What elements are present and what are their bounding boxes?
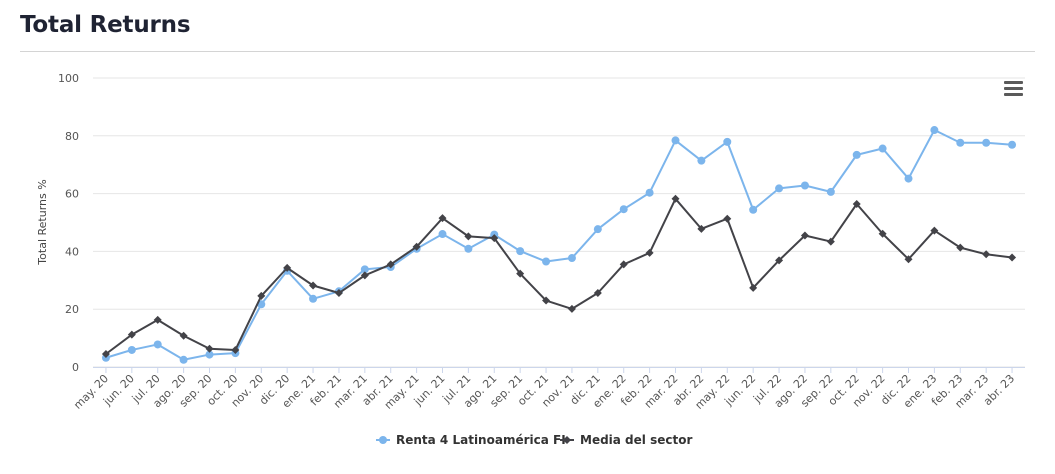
y-tick-label: 40 bbox=[65, 245, 79, 258]
data-point[interactable] bbox=[723, 137, 732, 146]
series-line[interactable] bbox=[105, 197, 1013, 355]
data-point[interactable] bbox=[930, 226, 939, 235]
y-tick-label: 60 bbox=[65, 188, 79, 201]
data-point[interactable] bbox=[205, 344, 214, 353]
data-point[interactable] bbox=[723, 214, 732, 223]
data-point[interactable] bbox=[153, 315, 162, 324]
data-point[interactable] bbox=[179, 331, 188, 340]
data-point[interactable] bbox=[386, 260, 395, 269]
data-point[interactable] bbox=[257, 291, 266, 300]
data-point[interactable] bbox=[593, 289, 602, 298]
data-point[interactable] bbox=[956, 243, 965, 252]
data-point[interactable] bbox=[127, 345, 136, 354]
data-point[interactable] bbox=[153, 340, 162, 349]
legend-label: Renta 4 Latinoamérica FI bbox=[396, 433, 566, 447]
data-point[interactable] bbox=[826, 187, 835, 196]
data-point[interactable] bbox=[542, 257, 551, 266]
legend-marker bbox=[379, 436, 387, 444]
data-point[interactable] bbox=[438, 230, 447, 239]
y-axis-ticks: 0 20 40 60 80 100 bbox=[58, 72, 79, 374]
data-point[interactable] bbox=[1008, 140, 1017, 149]
data-point[interactable] bbox=[645, 248, 654, 257]
data-point[interactable] bbox=[878, 144, 887, 153]
data-point[interactable] bbox=[878, 229, 887, 238]
data-point[interactable] bbox=[619, 260, 628, 269]
hamburger-menu-icon[interactable] bbox=[1004, 81, 1023, 97]
data-point[interactable] bbox=[464, 244, 473, 253]
data-point[interactable] bbox=[956, 138, 965, 147]
data-point[interactable] bbox=[826, 237, 835, 246]
legend-label: Media del sector bbox=[580, 433, 692, 447]
data-point[interactable] bbox=[904, 255, 913, 264]
data-point[interactable] bbox=[490, 234, 499, 243]
data-point[interactable] bbox=[1008, 253, 1017, 262]
page-title: Total Returns bbox=[20, 12, 191, 38]
data-point[interactable] bbox=[930, 126, 939, 135]
series-sector[interactable] bbox=[101, 194, 1017, 358]
data-point[interactable] bbox=[852, 200, 861, 209]
y-tick-label: 100 bbox=[58, 72, 79, 85]
data-point[interactable] bbox=[749, 205, 758, 214]
data-point[interactable] bbox=[516, 247, 525, 256]
series-fund[interactable] bbox=[101, 126, 1017, 364]
data-point[interactable] bbox=[697, 156, 706, 165]
y-tick-label: 80 bbox=[65, 130, 79, 143]
series-line[interactable] bbox=[105, 129, 1013, 361]
data-point[interactable] bbox=[982, 250, 991, 259]
data-point[interactable] bbox=[231, 345, 240, 354]
data-point[interactable] bbox=[360, 265, 369, 274]
data-point[interactable] bbox=[334, 289, 343, 298]
data-point[interactable] bbox=[283, 263, 292, 272]
data-point[interactable] bbox=[464, 232, 473, 241]
data-point[interactable] bbox=[619, 205, 628, 214]
data-point[interactable] bbox=[749, 283, 758, 292]
data-point[interactable] bbox=[775, 256, 784, 265]
data-point[interactable] bbox=[516, 269, 525, 278]
data-point[interactable] bbox=[671, 194, 680, 203]
data-point[interactable] bbox=[593, 225, 602, 234]
data-point[interactable] bbox=[101, 349, 110, 358]
legend: Renta 4 Latinoamérica FI Media del sector bbox=[376, 433, 692, 447]
data-point[interactable] bbox=[800, 231, 809, 240]
gridlines bbox=[93, 77, 1025, 368]
data-point[interactable] bbox=[360, 271, 369, 280]
data-point[interactable] bbox=[438, 214, 447, 223]
data-point[interactable] bbox=[567, 304, 576, 313]
data-point[interactable] bbox=[904, 174, 913, 183]
data-point[interactable] bbox=[800, 181, 809, 190]
data-point[interactable] bbox=[775, 184, 784, 193]
data-point[interactable] bbox=[205, 350, 214, 359]
data-point[interactable] bbox=[179, 355, 188, 364]
data-point[interactable] bbox=[671, 136, 680, 145]
data-point[interactable] bbox=[982, 138, 991, 147]
y-tick-label: 20 bbox=[65, 303, 79, 316]
legend-item-fund[interactable]: Renta 4 Latinoamérica FI bbox=[376, 433, 566, 447]
data-point[interactable] bbox=[645, 188, 654, 197]
data-point[interactable] bbox=[412, 242, 421, 251]
data-point[interactable] bbox=[567, 254, 576, 263]
series-group bbox=[101, 126, 1017, 364]
data-point[interactable] bbox=[127, 330, 136, 339]
data-point[interactable] bbox=[697, 224, 706, 233]
legend-marker bbox=[563, 436, 571, 444]
x-tick-label: may. 20 bbox=[71, 372, 111, 412]
title-divider bbox=[20, 51, 1035, 52]
y-tick-label: 0 bbox=[72, 361, 79, 374]
data-point[interactable] bbox=[542, 296, 551, 305]
legend-item-sector[interactable]: Media del sector bbox=[560, 433, 692, 447]
y-axis-label: Total Returns % bbox=[36, 179, 49, 265]
data-point[interactable] bbox=[852, 150, 861, 159]
data-point[interactable] bbox=[309, 294, 318, 303]
data-point[interactable] bbox=[309, 281, 318, 290]
